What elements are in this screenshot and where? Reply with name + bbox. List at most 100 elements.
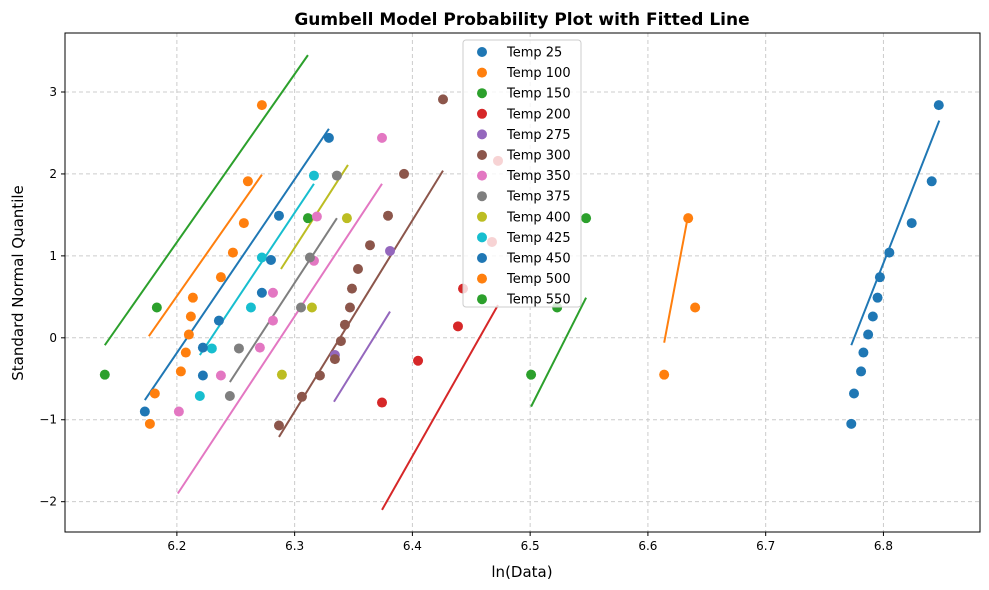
data-point <box>273 210 284 221</box>
fitted-line <box>144 128 330 401</box>
data-point <box>185 311 196 322</box>
data-point <box>906 218 917 229</box>
data-point <box>385 245 396 256</box>
fitted-line <box>148 174 263 337</box>
data-point <box>256 287 267 298</box>
data-point <box>856 366 867 377</box>
data-point <box>238 218 249 229</box>
y-tick-label: 1 <box>49 249 57 263</box>
data-point <box>254 342 265 353</box>
legend-label: Temp 300 <box>506 149 571 164</box>
legend-marker <box>477 67 487 78</box>
data-point <box>377 397 388 408</box>
data-point <box>884 247 895 258</box>
data-point <box>267 287 278 298</box>
fitted-line <box>278 170 444 438</box>
data-point <box>245 302 256 313</box>
data-point <box>526 369 537 380</box>
data-point <box>215 272 226 283</box>
data-point <box>874 272 885 283</box>
data-point <box>215 370 226 381</box>
x-tick-label: 6.4 <box>403 539 422 553</box>
data-point <box>438 94 449 105</box>
data-point <box>256 100 267 111</box>
data-point <box>344 302 355 313</box>
data-point <box>99 369 110 380</box>
chart-title: Gumbell Model Probability Plot with Fitt… <box>294 10 749 30</box>
fitted-line <box>229 217 338 383</box>
data-point <box>144 418 155 429</box>
data-point <box>335 336 346 347</box>
x-tick-label: 6.2 <box>167 539 186 553</box>
data-point <box>314 370 325 381</box>
data-point <box>690 302 701 313</box>
legend-box <box>462 39 582 308</box>
legend: Temp 25 Temp 100 Temp 150 Temp 200 Temp 275 T… <box>462 39 582 308</box>
data-point <box>206 343 217 354</box>
axis-ticks: 6.2 6.3 6.4 6.5 6.6 6.7 6.8 −2 −1 0 1 2 3 <box>39 85 893 553</box>
y-tick-label: −2 <box>39 495 57 509</box>
x-tick-label: 6.3 <box>285 539 304 553</box>
data-point <box>197 370 208 381</box>
legend-marker <box>477 191 487 202</box>
legend-marker <box>477 273 487 284</box>
y-axis-label: Standard Normal Quantile <box>9 185 27 381</box>
data-point <box>306 302 317 313</box>
data-point <box>276 369 287 380</box>
data-point <box>139 406 150 417</box>
data-point <box>213 315 224 326</box>
data-point <box>187 292 198 303</box>
data-points <box>99 94 944 431</box>
legend-marker <box>477 150 487 160</box>
fitted-line <box>381 304 499 511</box>
legend-marker <box>477 47 487 57</box>
legend-marker <box>477 88 487 99</box>
data-point <box>183 329 194 340</box>
fitted-line <box>333 311 391 403</box>
data-point <box>346 283 357 294</box>
data-point <box>848 388 859 399</box>
legend-label: Temp 550 <box>506 293 571 308</box>
x-tick-label: 6.6 <box>638 539 657 553</box>
x-tick-label: 6.5 <box>521 539 540 553</box>
data-point <box>194 390 205 401</box>
data-point <box>867 311 878 322</box>
y-tick-label: −1 <box>39 413 57 427</box>
data-point <box>683 213 694 224</box>
y-tick-label: 2 <box>49 167 57 181</box>
data-point <box>872 292 883 303</box>
data-point <box>173 406 184 417</box>
x-tick-label: 6.8 <box>874 539 893 553</box>
data-point <box>323 132 334 143</box>
data-point <box>858 347 869 358</box>
fitted-line <box>199 183 315 356</box>
data-point <box>377 132 388 143</box>
y-tick-label: 3 <box>49 85 57 99</box>
data-point <box>256 252 267 263</box>
legend-marker <box>477 108 487 119</box>
data-point <box>352 263 363 274</box>
legend-label: Temp 425 <box>506 231 571 246</box>
legend-marker <box>477 232 487 243</box>
data-point <box>452 321 463 332</box>
data-point <box>175 366 186 377</box>
x-tick-label: 6.7 <box>756 539 775 553</box>
data-point <box>273 420 284 431</box>
data-point <box>365 240 375 251</box>
plot-frame <box>64 32 981 533</box>
data-point <box>180 347 191 358</box>
data-point <box>399 168 410 179</box>
legend-label: Temp 500 <box>506 272 571 287</box>
data-point <box>933 100 944 111</box>
legend-label: Temp 25 <box>506 46 562 61</box>
data-point <box>265 254 276 265</box>
data-point <box>308 170 319 181</box>
legend-label: Temp 400 <box>506 210 571 225</box>
legend-label: Temp 350 <box>506 169 571 184</box>
data-point <box>267 315 278 326</box>
data-point <box>242 176 253 187</box>
data-point <box>846 418 857 429</box>
x-axis-label: ln(Data) <box>491 563 552 581</box>
